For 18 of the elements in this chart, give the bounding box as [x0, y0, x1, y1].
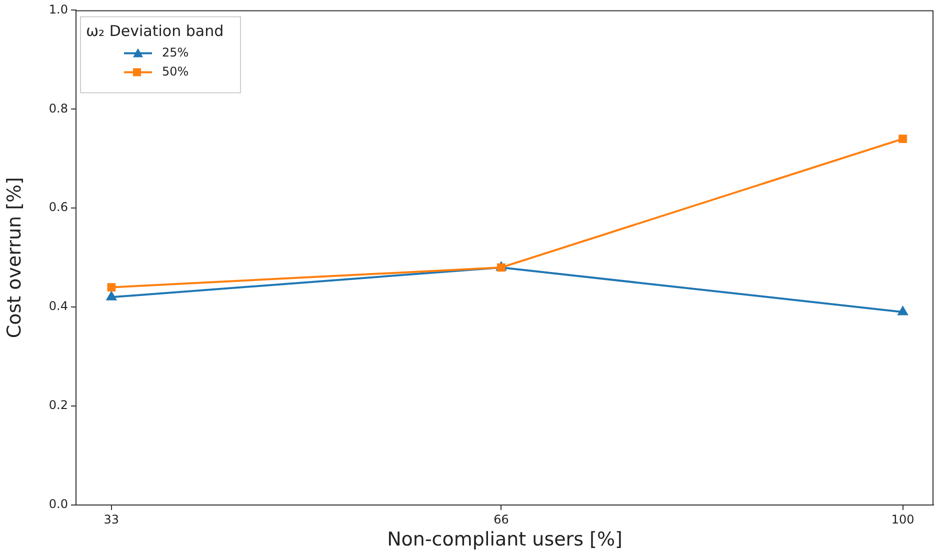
legend-label: 25%	[162, 45, 189, 60]
point	[106, 292, 116, 300]
y-axis-title: Cost overrun [%]	[3, 177, 26, 338]
y-tick-label: 0.2	[48, 398, 68, 412]
point	[898, 134, 907, 144]
point	[107, 283, 116, 292]
legend-title: ω₂ Deviation band	[86, 22, 224, 40]
legend-label: 50%	[162, 64, 189, 78]
x-tick-label: 33	[104, 512, 120, 526]
y-tick-label: 1.0	[48, 2, 68, 16]
x-tick-label: 100	[891, 512, 914, 526]
x-axis-title: Non-compliant users [%]	[387, 528, 622, 551]
y-tick-label: 0.6	[48, 200, 68, 214]
x-tick-label: 66	[494, 512, 509, 526]
y-tick-label: 0.8	[48, 101, 68, 116]
y-tick-label: 0.4	[48, 299, 68, 314]
y-tick-label: 0.0	[48, 497, 68, 512]
point	[898, 306, 908, 316]
